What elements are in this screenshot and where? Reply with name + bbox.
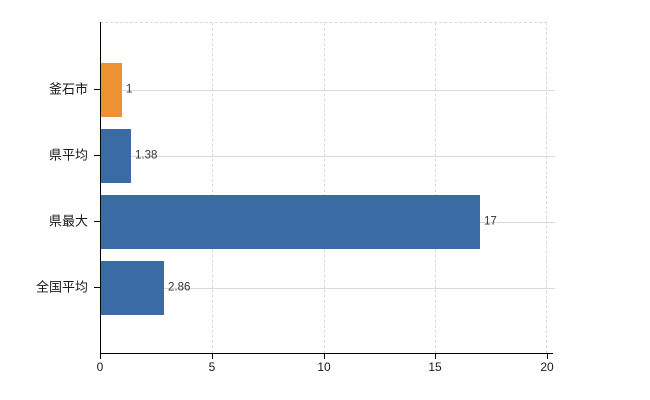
horizontal-gridline — [100, 90, 555, 91]
x-axis-tick — [212, 354, 213, 359]
bar-value-label: 1.38 — [135, 149, 158, 162]
category-label: 県平均 — [48, 147, 88, 163]
vertical-gridline — [212, 23, 213, 353]
bar-value-label: 1 — [126, 83, 133, 96]
plot-area: 1 1.38 17 2.86 — [100, 22, 555, 353]
category-tick — [94, 155, 100, 156]
x-axis-tick — [100, 354, 101, 359]
category-tick — [94, 287, 100, 288]
vertical-gridline — [324, 23, 325, 353]
category-label: 県最大 — [48, 213, 88, 229]
horizontal-gridline — [100, 288, 555, 289]
bar — [100, 129, 131, 183]
x-axis-tick-label: 10 — [317, 360, 331, 374]
vertical-gridline — [435, 23, 436, 353]
category-label: 全国平均 — [35, 279, 88, 295]
category-tick — [94, 221, 100, 222]
x-axis-tick — [435, 354, 436, 359]
x-axis-tick-label: 15 — [428, 360, 442, 374]
y-axis-line — [100, 22, 101, 353]
bar — [100, 195, 480, 249]
category-label: 釜石市 — [48, 81, 88, 97]
bar-value-label: 2.86 — [168, 281, 191, 294]
x-axis-tick-label: 5 — [208, 360, 216, 374]
bar — [100, 261, 164, 315]
x-axis-tick — [547, 354, 548, 359]
bar-value-label: 17 — [484, 215, 497, 228]
x-axis-tick — [324, 354, 325, 359]
bar — [100, 63, 122, 117]
x-axis-tick-label: 20 — [540, 360, 554, 374]
category-tick — [94, 89, 100, 90]
x-axis-tick-label: 0 — [96, 360, 104, 374]
horizontal-gridline — [100, 156, 555, 157]
x-axis-line — [100, 353, 553, 354]
